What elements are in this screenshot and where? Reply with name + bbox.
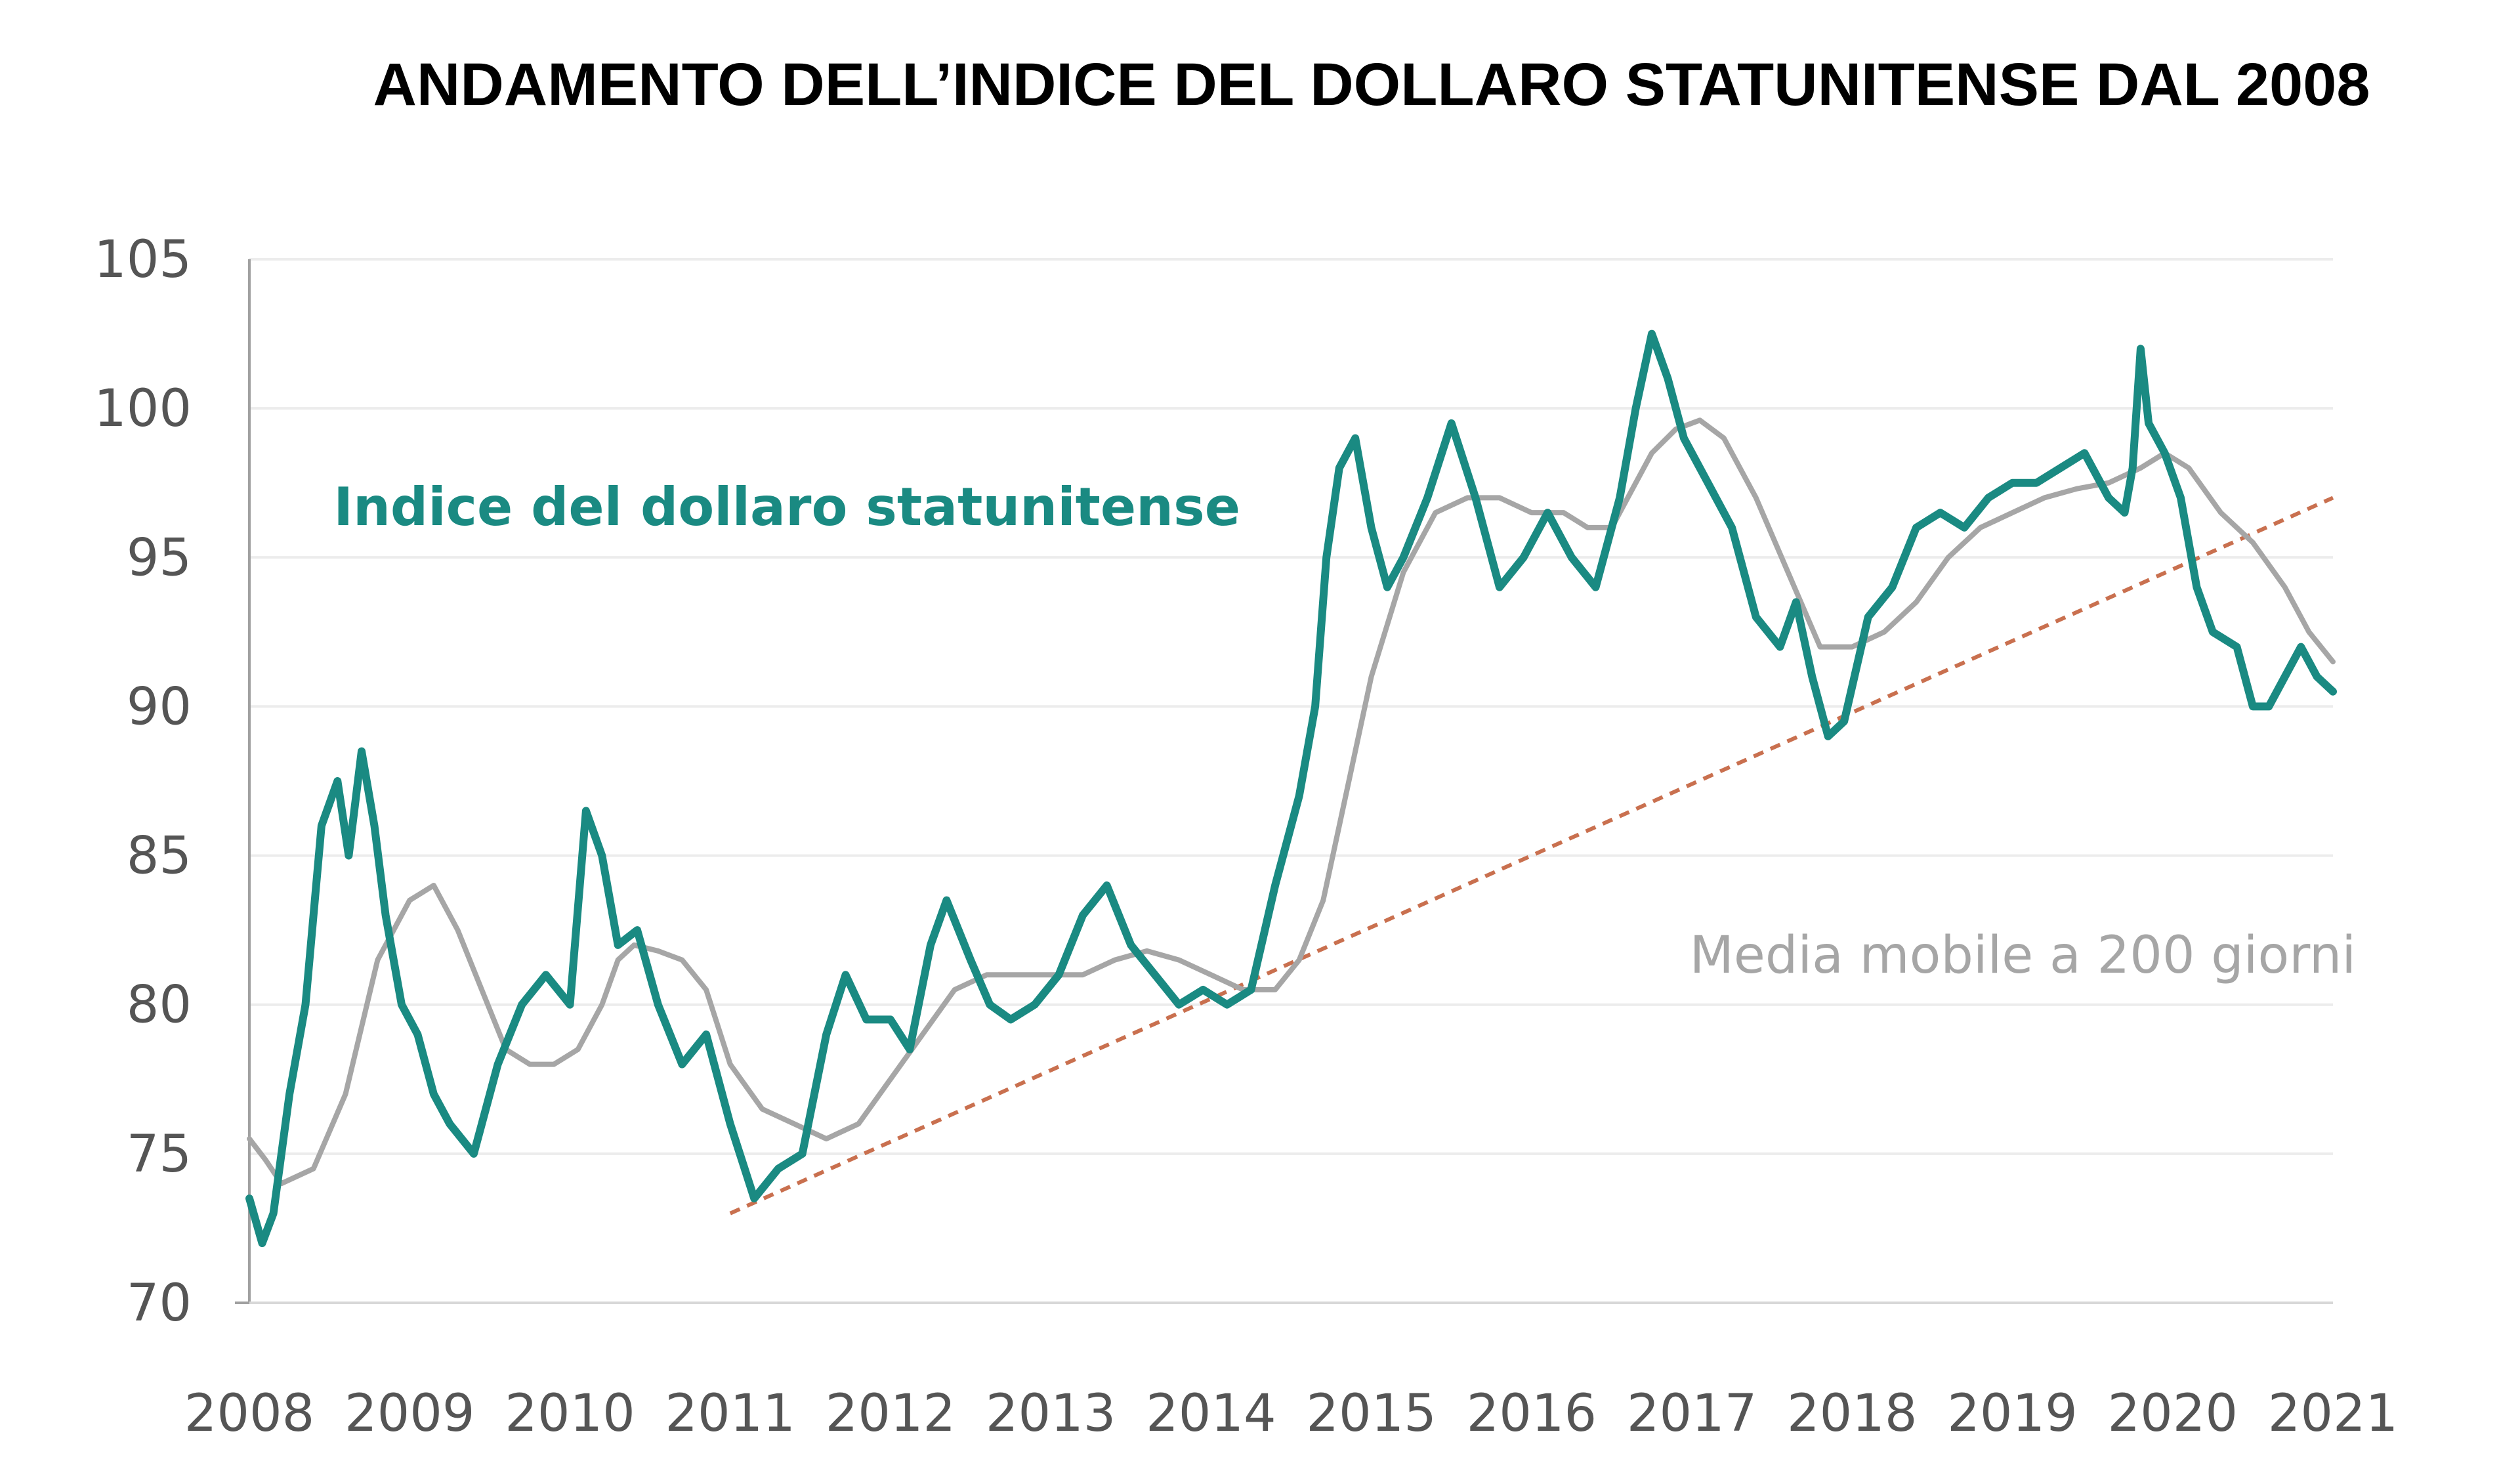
legend-label-moving-average: Media mobile a 200 giorni [1690,926,2356,985]
series-line-moving-average [247,417,2336,1187]
x-tick-2019: 2019 [1947,1384,2078,1443]
x-tick-2014: 2014 [1146,1384,1276,1443]
y-tick-90: 90 [127,677,192,736]
x-tick-2011: 2011 [665,1384,795,1443]
x-tick-2008: 2008 [184,1384,315,1443]
y-tick-105: 105 [94,230,192,289]
y-tick-70: 70 [127,1274,192,1333]
x-tick-2012: 2012 [826,1384,956,1443]
x-tick-2020: 2020 [2108,1384,2238,1443]
y-tick-95: 95 [127,528,192,587]
x-tick-2018: 2018 [1787,1384,1918,1443]
x-axis-ticks: 2008 2009 2010 2011 2012 2013 2014 2015 2016 2017… [184,1384,2399,1443]
y-tick-80: 80 [127,976,192,1035]
x-tick-2013: 2013 [986,1384,1116,1443]
axes [235,259,2333,1304]
chart-title: ANDAMENTO DELL’INDICE DEL DOLLARO STATUN… [373,51,2370,118]
y-tick-75: 75 [127,1125,192,1184]
x-tick-2009: 2009 [345,1384,475,1443]
x-tick-2017: 2017 [1627,1384,1757,1443]
y-tick-100: 100 [94,379,192,438]
x-tick-2010: 2010 [505,1384,635,1443]
gridlines [249,258,2333,1155]
y-axis-ticks: 105 100 95 90 85 80 75 70 [94,230,192,1333]
series-line-index [245,329,2337,1248]
x-tick-2016: 2016 [1467,1384,1597,1443]
y-tick-85: 85 [127,827,192,886]
x-tick-2015: 2015 [1306,1384,1437,1443]
x-tick-2021: 2021 [2268,1384,2399,1443]
series-lines [245,329,2337,1248]
legend-label-index: Indice del dollaro statunitense [333,476,1240,538]
